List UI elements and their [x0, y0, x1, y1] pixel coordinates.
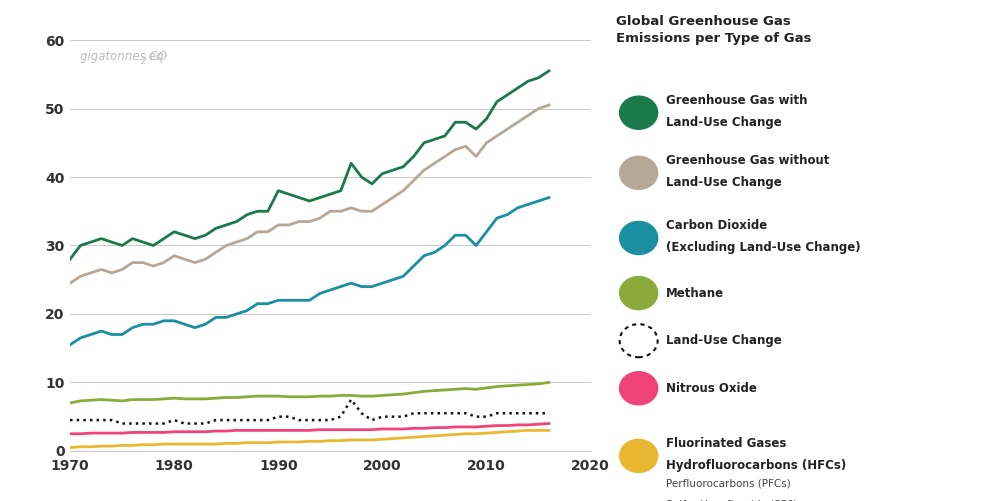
Text: Land-Use Change: Land-Use Change: [666, 116, 782, 129]
Text: 2: 2: [141, 57, 147, 66]
Text: Perfluorocarbons (PFCs): Perfluorocarbons (PFCs): [666, 478, 791, 488]
Text: eq: eq: [144, 51, 163, 63]
Text: gigatonnes CO: gigatonnes CO: [80, 51, 167, 63]
Text: Carbon Dioxide: Carbon Dioxide: [666, 219, 767, 232]
Text: Nitrous Oxide: Nitrous Oxide: [666, 382, 757, 395]
Text: Methane: Methane: [666, 287, 724, 300]
Text: Land-Use Change: Land-Use Change: [666, 176, 782, 189]
Text: Greenhouse Gas without: Greenhouse Gas without: [666, 154, 829, 167]
Text: Fluorinated Gases: Fluorinated Gases: [666, 437, 786, 450]
Text: Hydrofluorocarbons (HFCs): Hydrofluorocarbons (HFCs): [666, 459, 846, 472]
Text: (Excluding Land-Use Change): (Excluding Land-Use Change): [666, 241, 860, 255]
Text: Land-Use Change: Land-Use Change: [666, 334, 782, 347]
Text: Global Greenhouse Gas
Emissions per Type of Gas: Global Greenhouse Gas Emissions per Type…: [616, 15, 811, 45]
Text: Sulfur Hexafluoride (SF6): Sulfur Hexafluoride (SF6): [666, 499, 797, 501]
Text: Greenhouse Gas with: Greenhouse Gas with: [666, 94, 807, 107]
